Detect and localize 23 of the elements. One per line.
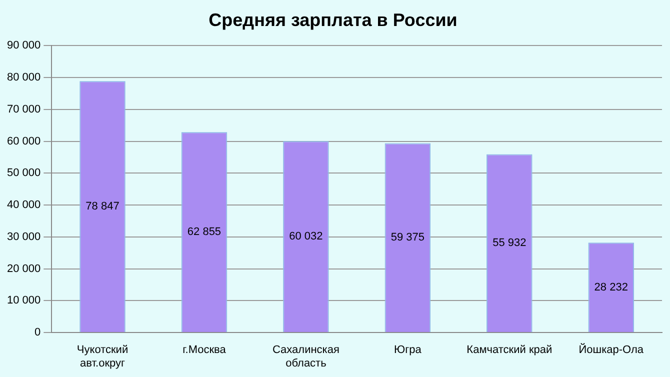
data-label: 28 232	[594, 281, 628, 294]
x-tick-label: Сахалинская область	[272, 344, 340, 370]
data-label: 55 932	[492, 237, 526, 250]
data-label: 78 847	[86, 200, 120, 213]
data-label: 59 375	[390, 232, 425, 244]
x-tick-label: Камчатский край	[466, 344, 552, 356]
x-tick-label: г.Москва	[182, 344, 227, 356]
data-label: 60 032	[289, 230, 323, 243]
x-tick-label: Йошкар-Ола	[578, 343, 644, 356]
y-tick-label: 30 000	[6, 230, 41, 243]
y-tick-label: 40 000	[6, 199, 41, 212]
y-tick-label: 10 000	[6, 294, 41, 307]
y-tick-label: 0	[34, 326, 41, 339]
chart-title: Средняя зарплата в России	[208, 10, 458, 30]
y-tick-label: 20 000	[6, 262, 41, 275]
data-label: 62 855	[187, 226, 222, 238]
x-tick-label: Чукотский авт.округ	[76, 344, 128, 370]
y-tick-label: 50 000	[6, 167, 41, 180]
y-tick-label: 60 000	[6, 135, 41, 148]
y-tick-label: 90 000	[6, 40, 41, 52]
y-tick-label: 80 000	[6, 72, 41, 84]
y-tick-label: 70 000	[6, 103, 41, 116]
x-tick-label: Югра	[394, 344, 422, 356]
